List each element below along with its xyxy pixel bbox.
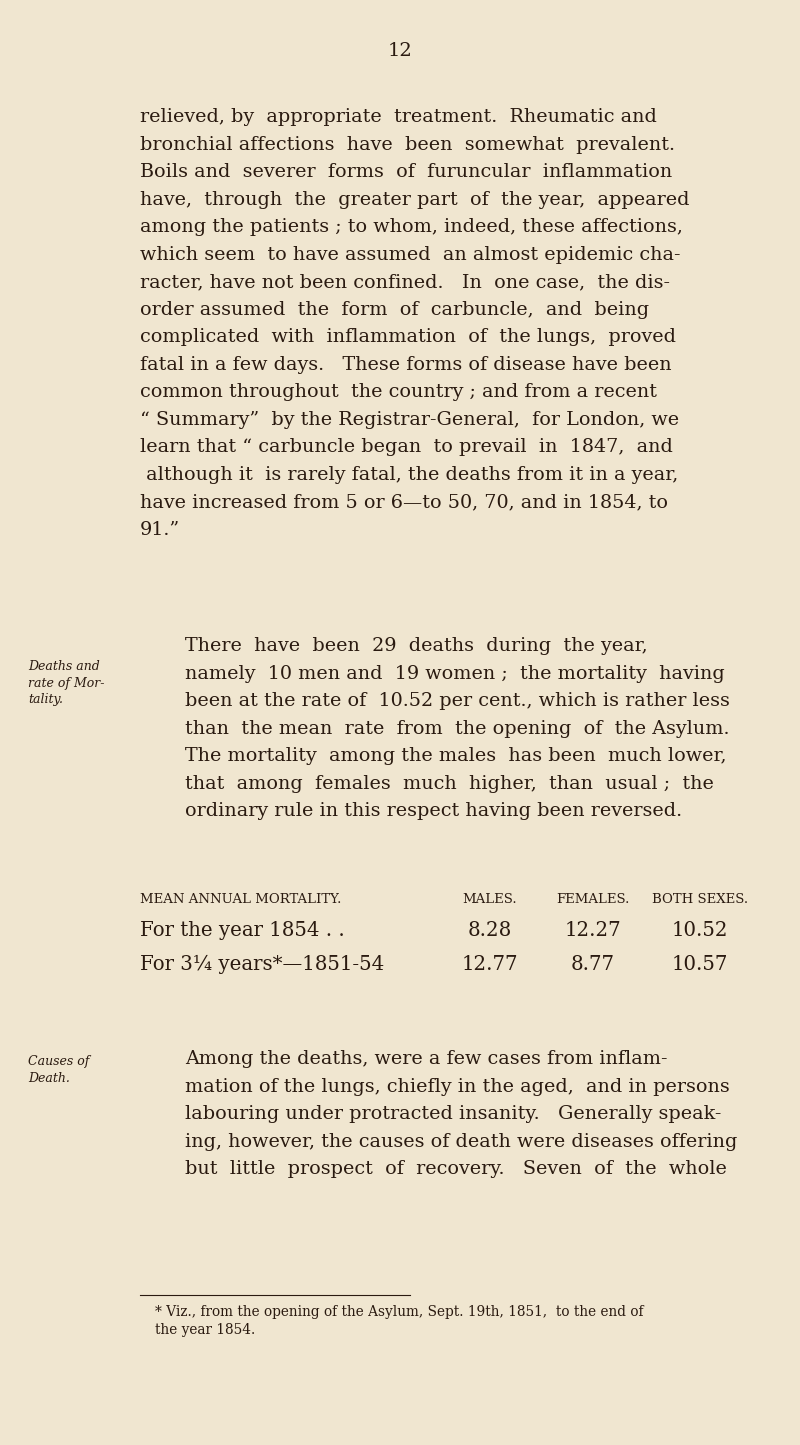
Text: For the year 1854 . .: For the year 1854 . .: [140, 920, 345, 941]
Text: 12: 12: [388, 42, 412, 61]
Text: 12.27: 12.27: [565, 920, 622, 941]
Text: 8.28: 8.28: [468, 920, 512, 941]
Text: 10.57: 10.57: [672, 955, 728, 974]
Text: MEAN ANNUAL MORTALITY.: MEAN ANNUAL MORTALITY.: [140, 893, 342, 906]
Text: Among the deaths, were a few cases from inflam-
mation of the lungs, chiefly in : Among the deaths, were a few cases from …: [185, 1051, 738, 1178]
Text: Causes of
Death.: Causes of Death.: [28, 1055, 90, 1085]
Text: For 3¼ years*—1851-54: For 3¼ years*—1851-54: [140, 955, 384, 974]
Text: Deaths and
rate of Mor-
tality.: Deaths and rate of Mor- tality.: [28, 660, 105, 707]
Text: * Viz., from the opening of the Asylum, Sept. 19th, 1851,  to the end of
the yea: * Viz., from the opening of the Asylum, …: [155, 1305, 643, 1338]
Text: 8.77: 8.77: [571, 955, 615, 974]
Text: relieved, by  appropriate  treatment.  Rheumatic and
bronchial affections  have : relieved, by appropriate treatment. Rheu…: [140, 108, 690, 539]
Text: 12.77: 12.77: [462, 955, 518, 974]
Text: There  have  been  29  deaths  during  the year,
namely  10 men and  19 women ; : There have been 29 deaths during the yea…: [185, 637, 730, 821]
Text: MALES.: MALES.: [462, 893, 518, 906]
Text: 10.52: 10.52: [672, 920, 728, 941]
Text: BOTH SEXES.: BOTH SEXES.: [652, 893, 748, 906]
Text: FEMALES.: FEMALES.: [556, 893, 630, 906]
